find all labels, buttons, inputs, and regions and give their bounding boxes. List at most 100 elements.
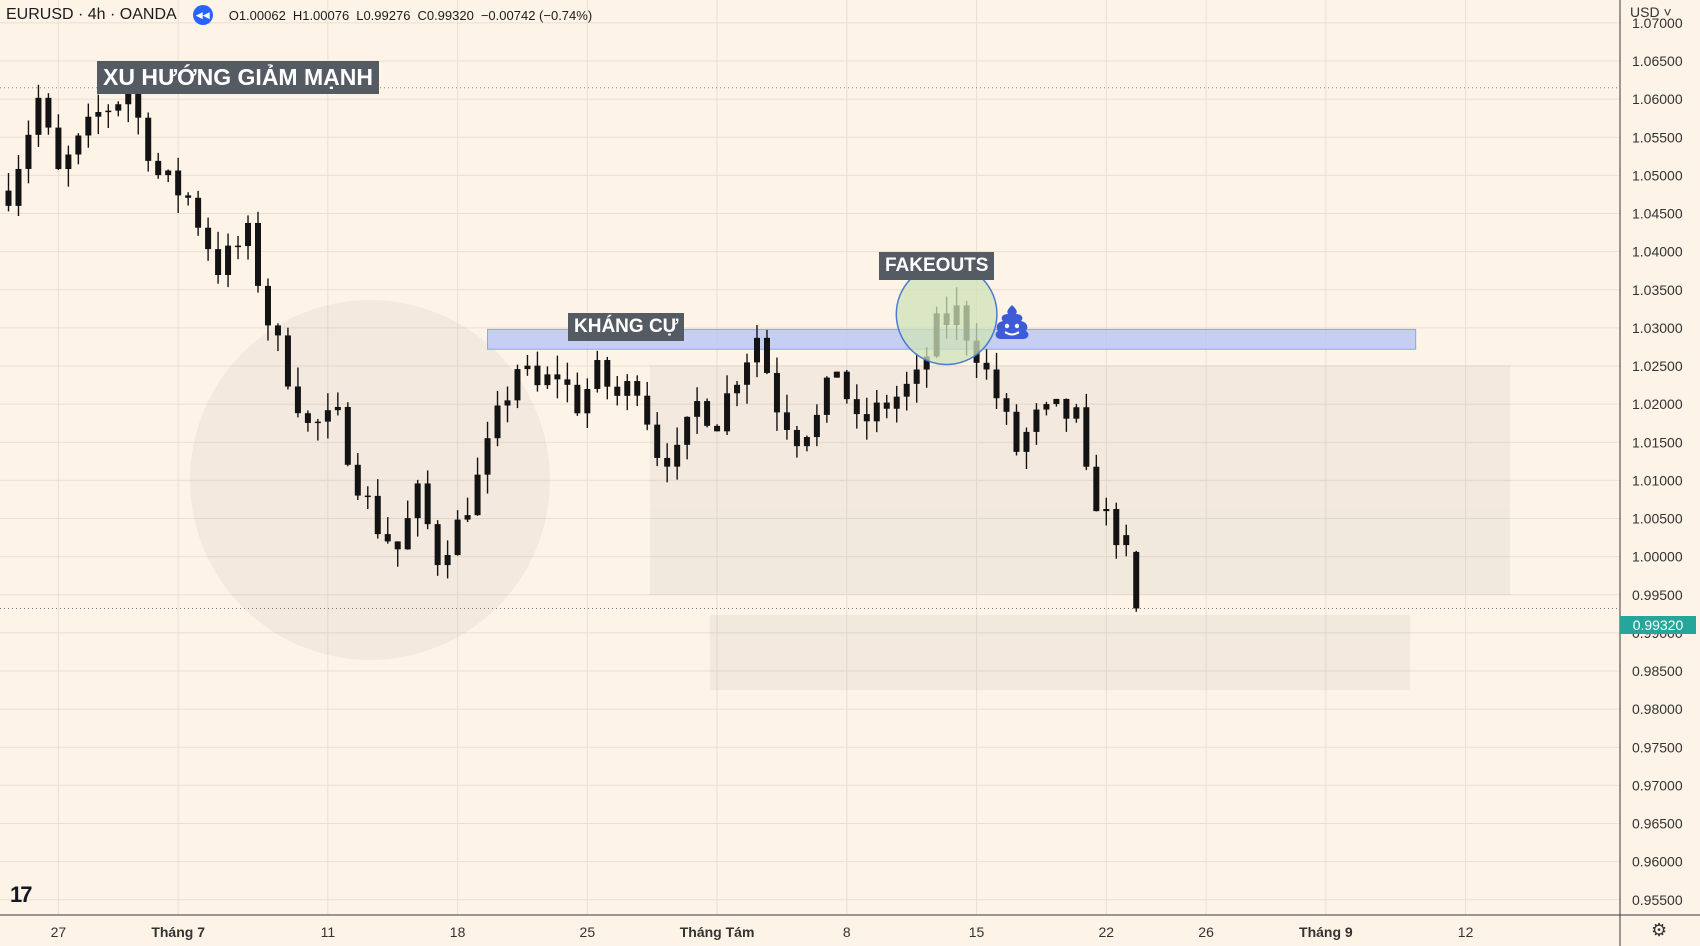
candle-body	[344, 406, 351, 465]
time-tick-label: 27	[51, 924, 67, 940]
candle-body	[205, 227, 212, 250]
candle-body	[55, 127, 62, 170]
candle-body	[863, 414, 870, 422]
candle-body	[195, 197, 202, 228]
candle-body	[813, 414, 820, 438]
candle-body	[464, 515, 471, 520]
candle-body	[414, 483, 421, 519]
candle-body	[1133, 551, 1140, 609]
time-tick-label: 22	[1099, 924, 1115, 940]
fakeouts-annotation[interactable]: FAKEOUTS	[879, 252, 995, 280]
candle-body	[404, 518, 411, 550]
candle-body	[674, 444, 681, 467]
candle-body	[793, 429, 800, 447]
candle-body	[125, 93, 132, 105]
time-tick-label: 12	[1458, 924, 1474, 940]
candle-body	[654, 424, 661, 458]
price-tick-label: 1.05000	[1632, 167, 1683, 183]
candle-body	[225, 245, 232, 276]
candle-body	[384, 534, 391, 542]
candle-body	[883, 402, 890, 409]
candle-body	[514, 369, 521, 401]
symbol-title[interactable]: EURUSD · 4h · OANDA	[6, 6, 177, 23]
candle-body	[1083, 407, 1090, 467]
candle-body	[25, 134, 32, 169]
poop-emoji-icon[interactable]	[994, 303, 1030, 341]
candle-body	[364, 495, 371, 498]
price-tick-label: 1.01000	[1632, 472, 1683, 488]
candle-body	[15, 168, 22, 206]
candle-body	[235, 245, 242, 248]
candle-body	[754, 337, 760, 363]
tradingview-logo-icon[interactable]: 17	[10, 882, 33, 907]
watermark-logo	[190, 300, 1510, 690]
candle-body	[294, 386, 301, 414]
candle-body	[494, 405, 501, 439]
candle-body	[734, 384, 741, 394]
candle-body	[65, 154, 72, 170]
candle-body	[724, 393, 731, 432]
candle-body	[105, 110, 112, 113]
time-axis[interactable]: 27 Tháng 7 11 18 25 Tháng Tám 8 15 22 26 Tháng 9 12	[51, 924, 1474, 940]
time-tick-label: 25	[580, 924, 596, 940]
candle-body	[454, 519, 461, 556]
time-tick-label: Tháng Tám	[680, 924, 755, 940]
price-tick-label: 1.00000	[1632, 549, 1683, 565]
candle-body	[444, 555, 451, 566]
candle-body	[893, 396, 900, 409]
candle-body	[524, 365, 531, 370]
trend-annotation[interactable]: XU HƯỚNG GIẢM MẠNH	[97, 61, 379, 94]
rewind-icon[interactable]: ◀◀	[192, 5, 213, 25]
price-tick-label: 1.03000	[1632, 320, 1683, 336]
candle-body	[1043, 404, 1050, 410]
price-tick-label: 1.04500	[1632, 206, 1683, 222]
candle-body	[255, 222, 261, 286]
candle-body	[704, 401, 711, 426]
candle-body	[564, 379, 571, 385]
candle-body	[1013, 411, 1020, 452]
currency-selector[interactable]: USD ˅	[1630, 4, 1672, 20]
time-tick-label: 8	[843, 924, 851, 940]
candle-body	[1033, 409, 1040, 432]
candle-body	[744, 362, 751, 385]
price-tick-label: 0.95500	[1632, 892, 1683, 908]
candle-body	[554, 374, 561, 380]
price-tick-label: 1.03500	[1632, 282, 1683, 298]
candle-body	[624, 381, 631, 396]
close-value: C0.99320	[417, 7, 474, 23]
candle-body	[594, 360, 601, 389]
candle-body	[833, 371, 840, 378]
candle-body	[334, 406, 341, 411]
candle-body	[274, 325, 281, 336]
price-axis[interactable]: 1.07000 1.06500 1.06000 1.05500 1.05000 1.045…	[1632, 15, 1683, 908]
candle-body	[763, 337, 770, 373]
resistance-annotation[interactable]: KHÁNG CỰ	[568, 313, 685, 341]
candle-body	[215, 249, 222, 276]
candle-body	[644, 395, 651, 425]
candle-body	[823, 377, 830, 415]
price-tick-label: 0.98000	[1632, 701, 1683, 717]
change-value: −0.00742 (−0.74%)	[480, 7, 593, 23]
price-tick-label: 0.97500	[1632, 739, 1683, 755]
candle-body	[424, 483, 431, 525]
gear-icon[interactable]: ⚙	[1651, 920, 1668, 940]
time-tick-label: 11	[321, 924, 336, 940]
candle-body	[354, 464, 361, 496]
price-tick-label: 0.96500	[1632, 816, 1683, 832]
candle-body	[115, 104, 122, 111]
candle-body	[873, 402, 880, 422]
candle-body	[853, 399, 860, 415]
candle-body	[803, 437, 810, 447]
candle-body	[1063, 398, 1070, 419]
price-tick-label: 1.06500	[1632, 53, 1683, 69]
candle-body	[45, 97, 52, 128]
chart-grid	[0, 0, 1620, 915]
candle-body	[245, 222, 252, 247]
last-price-tag: 0.99320	[1620, 616, 1696, 634]
candle-body	[75, 135, 82, 155]
candle-body	[324, 410, 331, 422]
candle-body	[314, 421, 321, 424]
chevron-down-icon: ˅	[1659, 4, 1672, 20]
candle-body	[1113, 508, 1120, 546]
